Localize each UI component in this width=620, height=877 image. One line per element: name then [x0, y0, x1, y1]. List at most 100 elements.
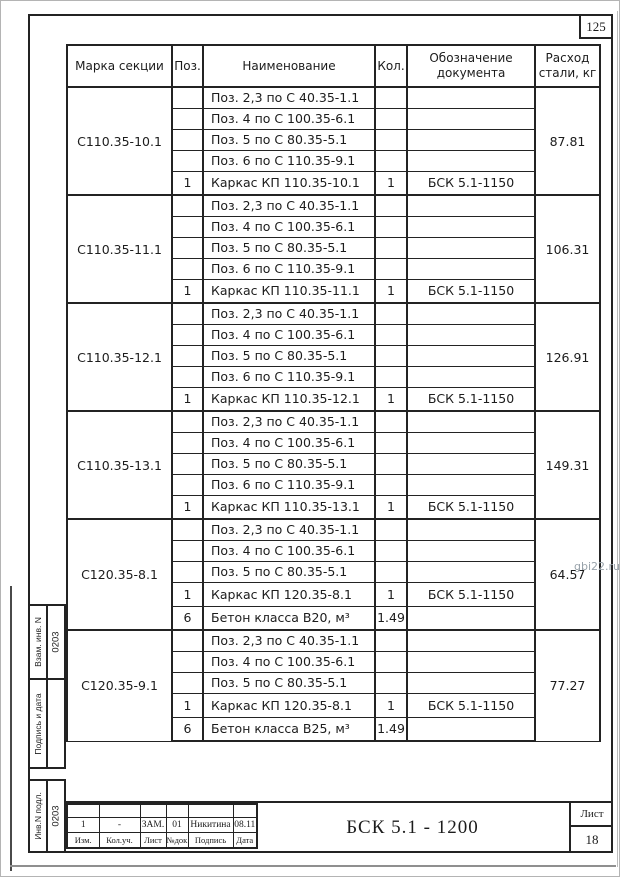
- stamp-vzam-label: Взам. инв. N: [33, 617, 43, 667]
- stamp-podpis-label-zone: Подпись и дата: [30, 680, 46, 767]
- spec-row: С120.35-9.1 Поз. 2,3 по С 40.35-1.1 77.2…: [66, 629, 601, 742]
- doc-cell: [406, 257, 536, 280]
- qty-cell: 1: [374, 581, 408, 607]
- revision-cell-empty: [98, 803, 141, 818]
- steel-consumption-cell: 87.81: [534, 86, 601, 196]
- doc-cell: [406, 473, 536, 496]
- stamp-inv-label-zone: Инв.N подл.: [30, 781, 46, 851]
- sheet-box: Лист 18: [569, 803, 613, 853]
- spec-table: Марка секции Поз. Наименование Кол. Обоз…: [66, 44, 601, 742]
- poz-cell: 1: [171, 170, 204, 196]
- doc-cell: [406, 410, 536, 433]
- qty-cell: [374, 302, 408, 325]
- name-cell: Поз. 6 по С 110.35-9.1: [202, 149, 376, 172]
- name-cell: Поз. 4 по С 100.35-6.1: [202, 431, 376, 454]
- column-header-name: Наименование: [202, 44, 376, 88]
- poz-cell: [171, 365, 204, 388]
- stamp-inv-label: Инв.N подл.: [33, 792, 43, 840]
- column-header-steel: Расход стали, кг: [534, 44, 601, 88]
- name-cell: Каркас КП 110.35-11.1: [202, 278, 376, 304]
- poz-cell: [171, 671, 204, 694]
- drawing-frame: [28, 14, 613, 853]
- sheet-number: 18: [585, 832, 599, 847]
- revision-label: Подпись: [187, 831, 234, 849]
- doc-cell: [406, 215, 536, 238]
- column-header-qty: Кол.: [374, 44, 408, 88]
- poz-cell: [171, 323, 204, 346]
- title-block: 1 - ЗАМ. 01 Никитина 08.11 Изм. Кол.уч. …: [66, 801, 613, 853]
- qty-cell: 1: [374, 386, 408, 412]
- name-cell: Поз. 4 по С 100.35-6.1: [202, 323, 376, 346]
- doc-cell: [406, 560, 536, 583]
- spec-row: Поз. 4 по С 100.35-6.1: [67, 650, 600, 673]
- revision-cell-empty: [187, 803, 234, 818]
- name-cell: Поз. 2,3 по С 40.35-1.1: [202, 629, 376, 652]
- doc-cell: [406, 344, 536, 367]
- page-edge-line: [10, 586, 12, 871]
- doc-cell: [406, 302, 536, 325]
- doc-cell: [406, 629, 536, 652]
- doc-cell: [406, 539, 536, 562]
- spec-row: Поз. 6 по С 110.35-9.1: [67, 365, 600, 388]
- poz-cell: 6: [171, 716, 204, 742]
- doc-cell: [406, 194, 536, 217]
- doc-cell: [406, 107, 536, 130]
- steel-consumption-cell: 149.31: [534, 410, 601, 520]
- poz-cell: [171, 518, 204, 541]
- revision-value: 01: [165, 816, 189, 833]
- doc-cell: [406, 716, 536, 742]
- name-cell: Поз. 2,3 по С 40.35-1.1: [202, 194, 376, 217]
- name-cell: Поз. 2,3 по С 40.35-1.1: [202, 518, 376, 541]
- stamp-podpis-value-zone: [48, 680, 64, 767]
- qty-cell: 1: [374, 692, 408, 718]
- revision-value: 08.11: [232, 816, 258, 833]
- name-cell: Поз. 6 по С 110.35-9.1: [202, 257, 376, 280]
- poz-cell: 1: [171, 386, 204, 412]
- qty-cell: 1: [374, 494, 408, 520]
- poz-cell: [171, 236, 204, 259]
- name-cell: Поз. 5 по С 80.35-5.1: [202, 671, 376, 694]
- poz-cell: [171, 107, 204, 130]
- spec-row: С120.35-8.1 Поз. 2,3 по С 40.35-1.1 64.5…: [66, 518, 601, 631]
- spec-row: Поз. 5 по С 80.35-5.1: [67, 128, 600, 151]
- qty-cell: [374, 236, 408, 259]
- spec-row: Поз. 5 по С 80.35-5.1: [67, 236, 600, 259]
- poz-cell: [171, 473, 204, 496]
- poz-cell: [171, 302, 204, 325]
- poz-cell: [171, 539, 204, 562]
- qty-cell: [374, 257, 408, 280]
- revision-label: Лист: [139, 831, 167, 849]
- poz-cell: [171, 452, 204, 475]
- qty-cell: [374, 344, 408, 367]
- qty-cell: [374, 560, 408, 583]
- section-mark-cell: С110.35-12.1: [66, 302, 173, 412]
- spec-row: Поз. 6 по С 110.35-9.1: [67, 149, 600, 172]
- section-mark-cell: С120.35-9.1: [66, 629, 173, 742]
- qty-cell: [374, 431, 408, 454]
- stamp-vzam-value-zone: 0203: [48, 606, 64, 678]
- poz-cell: [171, 650, 204, 673]
- qty-cell: [374, 323, 408, 346]
- revision-label: Дата: [232, 831, 258, 849]
- column-header-doc: Обозначение документа: [406, 44, 536, 88]
- qty-cell: 1.49: [374, 716, 408, 742]
- doc-cell: [406, 431, 536, 454]
- revision-value: ЗАМ.: [139, 816, 167, 833]
- spec-row: Поз. 4 по С 100.35-6.1: [67, 539, 600, 562]
- stamp-inv-value: 0203: [50, 805, 62, 827]
- name-cell: Поз. 6 по С 110.35-9.1: [202, 365, 376, 388]
- steel-consumption-cell: 77.27: [534, 629, 601, 742]
- name-cell: Поз. 6 по С 110.35-9.1: [202, 473, 376, 496]
- name-cell: Каркас КП 120.35-8.1: [202, 692, 376, 718]
- column-header-mark: Марка секции: [66, 44, 173, 88]
- stamp-divider: [30, 678, 64, 680]
- qty-cell: [374, 671, 408, 694]
- stamp-vzam-value: 0203: [50, 631, 62, 653]
- revision-cell-empty: [232, 803, 258, 818]
- stamp-box-upper: Взам. инв. N 0203 Подпись и дата: [28, 604, 66, 769]
- spec-row: Поз. 5 по С 80.35-5.1: [67, 671, 600, 694]
- doc-cell: БСК 5.1-1150: [406, 581, 536, 607]
- stamp-inv-value-zone: 0203: [48, 781, 64, 851]
- poz-cell: [171, 344, 204, 367]
- sheet-label: Лист: [571, 803, 613, 827]
